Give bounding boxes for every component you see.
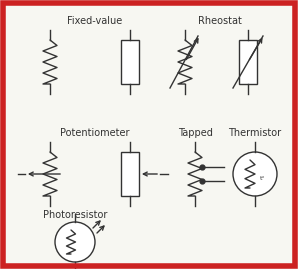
Circle shape bbox=[233, 152, 277, 196]
Bar bbox=[121, 40, 139, 84]
Text: Photoresistor: Photoresistor bbox=[43, 210, 107, 220]
Text: Thermistor: Thermistor bbox=[229, 128, 282, 138]
Bar bbox=[121, 152, 139, 196]
Text: Fixed-value: Fixed-value bbox=[67, 16, 122, 26]
Text: t°: t° bbox=[260, 175, 266, 180]
Text: Tapped: Tapped bbox=[178, 128, 212, 138]
Bar bbox=[239, 40, 257, 84]
Text: Potentiometer: Potentiometer bbox=[60, 128, 130, 138]
Circle shape bbox=[55, 222, 95, 262]
Text: Rheostat: Rheostat bbox=[198, 16, 242, 26]
